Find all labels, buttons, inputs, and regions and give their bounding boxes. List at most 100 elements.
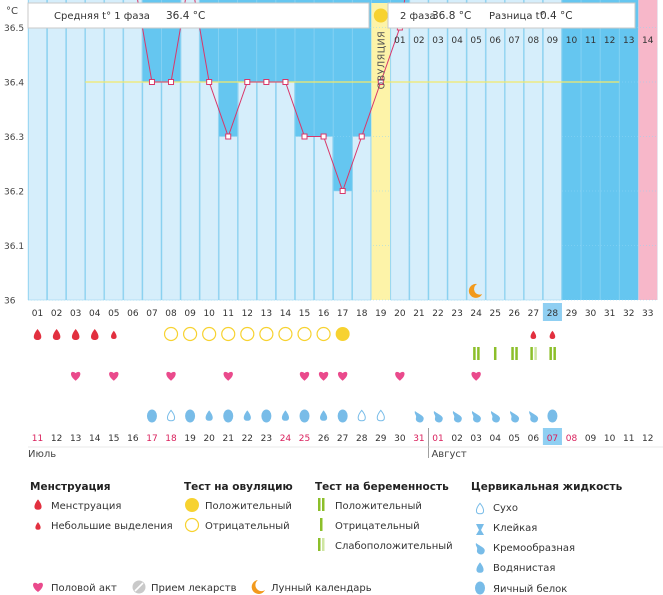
cycle-day-label: 02 xyxy=(51,309,62,319)
pregnancy-test-weak xyxy=(530,347,533,360)
temperature-point xyxy=(320,133,327,140)
legend-pregnancy-weak-icon xyxy=(322,538,325,551)
legend-pregnancy-weak: Слабоположительный xyxy=(335,541,453,552)
phase1-label: Средняя t° 1 фаза xyxy=(54,11,150,22)
legend-pregnancy-weak-icon xyxy=(318,538,321,551)
calendar-date-label: 09 xyxy=(585,434,597,444)
menstruation-drop xyxy=(52,329,61,340)
phase2-label: 2 фаза xyxy=(400,11,436,22)
intercourse-heart xyxy=(395,371,405,381)
cycle-day-label: 06 xyxy=(127,309,139,319)
legend: Менструация Менструация Небольшие выделени… xyxy=(30,481,623,595)
calendar-date-label: 13 xyxy=(70,434,81,444)
cm-egg-white-icon xyxy=(299,409,310,423)
chart-header: °C Средняя t° 1 фаза 36.4 °C 2 фаза 36.8… xyxy=(6,2,636,29)
phase2-day-label: 12 xyxy=(604,36,615,46)
temperature-bar xyxy=(295,136,314,301)
calendar-date-label: 01 xyxy=(432,434,443,444)
pink-column xyxy=(638,0,658,300)
legend-moon-icon xyxy=(251,580,265,594)
pregnancy-test-weak xyxy=(534,347,537,360)
cycle-day-label: 04 xyxy=(89,309,101,319)
legend-ovulation-positive-icon xyxy=(185,498,199,512)
y-tick-label: 36.5 xyxy=(4,24,24,34)
intercourse-heart xyxy=(337,371,348,381)
calendar-date-label: 16 xyxy=(127,434,139,444)
cm-creamy-icon xyxy=(452,411,462,423)
phase2-day-label: 05 xyxy=(470,36,481,46)
moon-icon xyxy=(468,283,483,298)
phase2-day-label: 07 xyxy=(509,36,520,46)
legend-ovulation-title: Тест на овуляцию xyxy=(184,481,293,493)
temperature-bar xyxy=(218,136,238,301)
cycle-day-label: 07 xyxy=(146,309,157,319)
legend-medication-icon-stripe xyxy=(134,582,144,592)
temperature-bar xyxy=(390,27,410,301)
cycle-day-label: 30 xyxy=(585,309,597,319)
legend-cervical-sticky: Клейкая xyxy=(493,523,537,534)
cm-egg-white-icon xyxy=(185,409,196,423)
temperature-bar xyxy=(85,0,105,301)
cm-watery-icon xyxy=(243,410,251,421)
temperature-bar xyxy=(199,81,219,301)
cycle-day-label: 29 xyxy=(566,309,578,319)
cycle-day-label: 10 xyxy=(203,309,215,319)
temperature-bar xyxy=(524,0,543,301)
current-day-highlight xyxy=(542,303,562,321)
cycle-day-label: 22 xyxy=(432,309,443,319)
calendar-date-label: 11 xyxy=(32,434,43,444)
cm-creamy-icon xyxy=(510,411,520,423)
pregnancy-test-positive xyxy=(473,347,476,360)
intercourse-heart xyxy=(471,371,481,381)
temperature-point xyxy=(377,79,384,85)
cycle-day-label: 13 xyxy=(261,309,272,319)
legend-intercourse: Половой акт xyxy=(51,583,117,594)
legend-menstruation-drop-icon xyxy=(34,499,42,510)
y-tick-label: 36.2 xyxy=(4,188,24,198)
phase2-day-label: 09 xyxy=(547,36,559,46)
calendar-date-label: 28 xyxy=(356,434,368,444)
ovulation-test-negative xyxy=(163,326,179,342)
phase2-day-label: 06 xyxy=(489,36,501,46)
legend-pregnancy-positive-icon xyxy=(322,498,325,511)
calendar-date-label: 22 xyxy=(242,434,253,444)
calendar-date-label: 02 xyxy=(451,434,462,444)
cycle-day-label: 20 xyxy=(394,309,406,319)
calendar-date-label: 06 xyxy=(528,434,540,444)
intercourse-heart xyxy=(318,371,329,381)
ovulation-test-negative xyxy=(221,326,236,342)
cm-egg-white-icon xyxy=(261,409,272,423)
calendar-date-label: 12 xyxy=(642,434,653,444)
temperature-line xyxy=(137,0,406,193)
temperature-bar xyxy=(161,81,181,301)
symptom-rows xyxy=(33,326,558,423)
cm-watery-icon xyxy=(281,410,290,421)
phase2-day-label: 01 xyxy=(394,36,405,46)
unit-label: °C xyxy=(6,6,18,17)
cm-dry-icon xyxy=(376,409,385,422)
cycle-day-label: 23 xyxy=(451,309,462,319)
ovulation-test-negative xyxy=(278,326,293,342)
cycle-day-label: 19 xyxy=(375,309,387,319)
intercourse-heart xyxy=(223,371,233,381)
cycle-day-label: 27 xyxy=(528,309,539,319)
calendar-date-label: 25 xyxy=(299,434,310,444)
cycle-day-label: 31 xyxy=(604,309,615,319)
phase2-day-bg xyxy=(638,30,658,48)
ovulation-marker xyxy=(373,8,388,23)
legend-ovulation-negative-icon xyxy=(184,517,200,533)
temperature-bar xyxy=(352,136,372,301)
cm-dry-icon xyxy=(357,409,366,422)
temperature-bar xyxy=(333,190,352,301)
pregnancy-test-negative xyxy=(493,347,497,360)
pregnancy-test-positive xyxy=(553,347,556,360)
phase2-day-label: 10 xyxy=(566,36,578,46)
legend-pregnancy-title: Тест на беременность xyxy=(315,481,449,493)
legend-menstruation-full: Менструация xyxy=(51,501,121,512)
cm-creamy-icon xyxy=(433,411,443,423)
cm-creamy-icon xyxy=(491,411,501,423)
cycle-day-label: 15 xyxy=(299,309,310,319)
cycle-day-label: 28 xyxy=(547,309,559,319)
pregnancy-test-positive xyxy=(477,347,480,360)
legend-pregnancy-positive: Положительный xyxy=(335,501,422,512)
